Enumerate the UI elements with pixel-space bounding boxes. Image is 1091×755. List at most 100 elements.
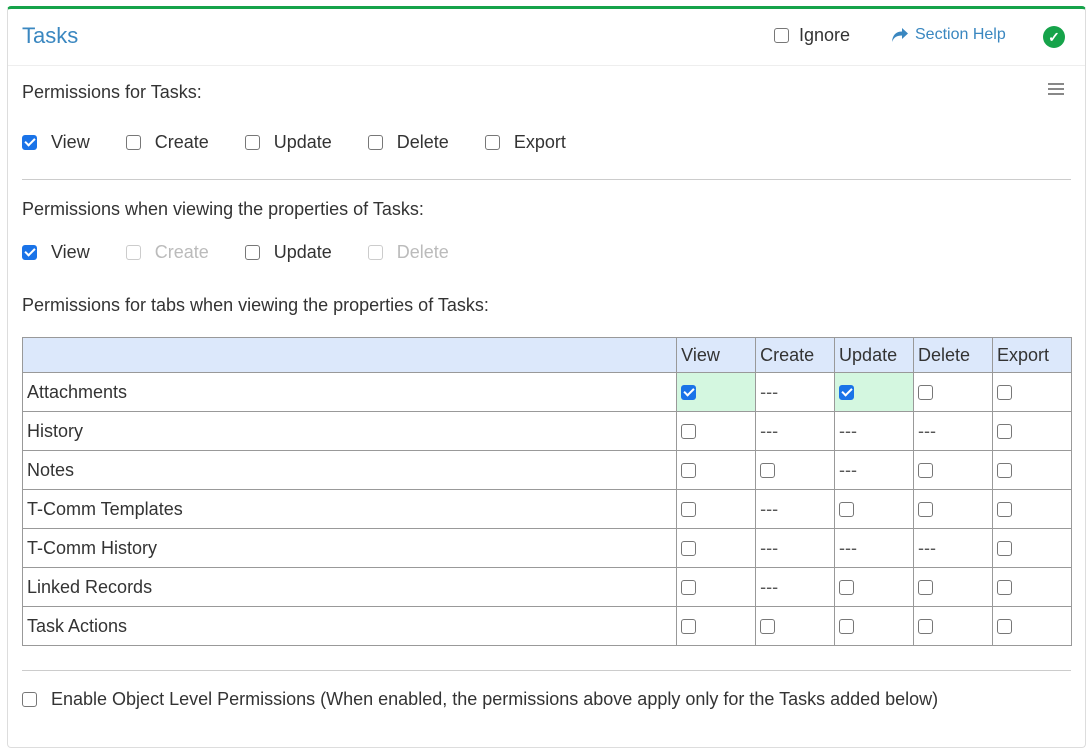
not-applicable: ---: [834, 411, 915, 451]
table-header-row: View Create Update Delete Export: [21, 337, 1073, 373]
permission-checkbox[interactable]: [760, 619, 776, 635]
hamburger-menu-icon[interactable]: [1048, 83, 1064, 98]
permission-checkbox[interactable]: [681, 580, 697, 596]
column-header: Export: [991, 337, 1073, 373]
permission-delete-checkbox[interactable]: Delete: [367, 132, 449, 153]
permission-export-checkbox[interactable]: Export: [484, 132, 566, 153]
section-help-link[interactable]: Section Help: [891, 26, 1006, 44]
permission-cell: [676, 411, 757, 451]
tab-name: History: [21, 411, 678, 451]
permission-checkbox[interactable]: [996, 463, 1012, 479]
permission-create-checkbox[interactable]: Create: [125, 132, 209, 153]
permission-cell: [834, 489, 915, 529]
permission-checkbox[interactable]: [839, 580, 855, 596]
not-applicable: ---: [755, 372, 836, 412]
permission-checkbox[interactable]: [839, 385, 855, 401]
permission-checkbox[interactable]: [996, 541, 1012, 557]
permission-cell: [676, 567, 757, 607]
tab-name: Notes: [21, 450, 678, 490]
checkbox-box[interactable]: [22, 135, 37, 150]
property-permissions-row: View Create Update Delete: [22, 242, 485, 263]
permission-checkbox[interactable]: [918, 463, 934, 479]
column-header: Update: [834, 337, 915, 373]
dash: ---: [760, 381, 779, 402]
permission-cell: [913, 372, 993, 412]
checkbox-label: Export: [513, 132, 566, 152]
permission-cell: [676, 372, 757, 412]
dash: ---: [839, 459, 858, 480]
permission-checkbox[interactable]: [918, 385, 934, 401]
dash: ---: [918, 420, 936, 441]
tab-name: T-Comm History: [21, 528, 678, 568]
permission-checkbox[interactable]: [681, 541, 697, 557]
tab-name: T-Comm Templates: [21, 489, 678, 529]
checkbox-box[interactable]: [244, 245, 260, 260]
permission-cell: [834, 606, 915, 646]
permission-cell: [991, 372, 1073, 412]
permission-checkbox[interactable]: [681, 385, 697, 401]
permission-checkbox[interactable]: [681, 502, 697, 518]
permission-checkbox[interactable]: [996, 385, 1012, 401]
permission-cell: [676, 528, 757, 568]
object-level-permissions-label: Enable Object Level Permissions (When en…: [51, 689, 939, 709]
dash: ---: [839, 420, 858, 441]
permission-checkbox[interactable]: [996, 502, 1012, 518]
section-title: Tasks: [22, 23, 79, 48]
permission-checkbox[interactable]: [681, 619, 697, 635]
table-row: History --- --- ---: [21, 411, 1073, 451]
permission-update-checkbox[interactable]: Update: [244, 132, 332, 153]
section3-label: Permissions for tabs when viewing the pr…: [22, 295, 489, 315]
dash: ---: [839, 537, 858, 558]
permission-view-checkbox[interactable]: View: [22, 132, 90, 153]
not-applicable: ---: [755, 411, 836, 451]
permission-checkbox[interactable]: [996, 580, 1012, 596]
not-applicable: ---: [834, 450, 915, 490]
table-row: T-Comm Templates ---: [21, 489, 1073, 529]
object-level-permissions-box[interactable]: [22, 692, 37, 707]
dash: ---: [918, 537, 936, 558]
permission-cell: [834, 372, 915, 412]
permission-checkbox[interactable]: [918, 502, 934, 518]
checkbox-label: Update: [273, 242, 332, 262]
section1-label: Permissions for Tasks:: [22, 82, 202, 102]
checkbox-box[interactable]: [484, 135, 500, 150]
check-circle-icon: ✓: [1043, 26, 1065, 48]
checkbox-box[interactable]: [244, 135, 260, 150]
permission-checkbox[interactable]: [760, 463, 776, 479]
ignore-label: Ignore: [799, 25, 851, 45]
permission-checkbox[interactable]: [996, 619, 1012, 635]
permission-cell: [913, 489, 993, 529]
section-help-label: Section Help: [915, 26, 1006, 43]
column-header: Delete: [913, 337, 993, 373]
permission-cell: [755, 606, 836, 646]
column-header: [21, 337, 678, 373]
ignore-checkbox[interactable]: Ignore: [774, 25, 850, 46]
tab-name: Linked Records: [21, 567, 678, 607]
dash: ---: [760, 498, 779, 519]
checkbox-label: Create: [154, 242, 209, 262]
not-applicable: ---: [913, 411, 993, 451]
permission-checkbox[interactable]: [839, 502, 855, 518]
ignore-checkbox-box[interactable]: [774, 28, 789, 43]
object-level-permissions-checkbox[interactable]: Enable Object Level Permissions (When en…: [22, 689, 938, 710]
permission-checkbox[interactable]: [681, 424, 697, 440]
permission-view-checkbox[interactable]: View: [22, 242, 90, 263]
checkbox-box[interactable]: [125, 135, 141, 150]
checkbox-box[interactable]: [367, 135, 383, 150]
divider: [22, 670, 1071, 671]
permission-checkbox[interactable]: [996, 424, 1012, 440]
dash: ---: [760, 420, 779, 441]
tab-name: Task Actions: [21, 606, 678, 646]
permission-checkbox[interactable]: [918, 619, 934, 635]
permission-update-checkbox[interactable]: Update: [244, 242, 332, 263]
tasks-section-card: Tasks Ignore Section Help ✓: [7, 6, 1086, 748]
permission-checkbox[interactable]: [839, 619, 855, 635]
checkbox-box[interactable]: [22, 245, 37, 260]
permission-checkbox[interactable]: [681, 463, 697, 479]
permission-cell: [913, 450, 993, 490]
not-applicable: ---: [755, 528, 836, 568]
permission-cell: [755, 450, 836, 490]
dash: ---: [760, 576, 779, 597]
table-row: Notes ---: [21, 450, 1073, 490]
permission-checkbox[interactable]: [918, 580, 934, 596]
